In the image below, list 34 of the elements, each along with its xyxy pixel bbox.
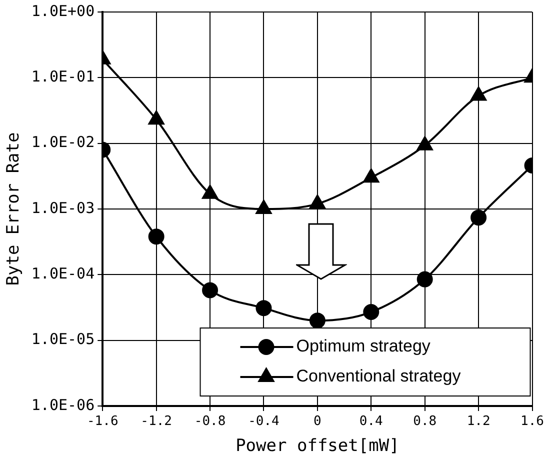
x-axis-title: Power offset[mW] bbox=[236, 436, 400, 456]
point bbox=[310, 194, 326, 209]
x-tick-label: -0.8 bbox=[194, 414, 226, 430]
point bbox=[256, 200, 272, 214]
x-tick-label: -1.6 bbox=[86, 414, 118, 430]
y-tick-label: 1.0E-06 bbox=[31, 396, 95, 414]
x-tick-label: -1.2 bbox=[140, 414, 172, 430]
x-tick-label: 0.8 bbox=[413, 414, 437, 430]
point bbox=[416, 271, 433, 288]
point bbox=[256, 300, 272, 316]
point bbox=[470, 210, 487, 226]
legend-label: Conventional strategy bbox=[296, 366, 462, 386]
point bbox=[202, 282, 218, 298]
y-tick-label: 1.0E-03 bbox=[31, 198, 95, 217]
y-tick-label: 1.0E-05 bbox=[31, 330, 95, 348]
point bbox=[309, 312, 326, 329]
point bbox=[363, 304, 380, 320]
point bbox=[202, 184, 218, 199]
point bbox=[470, 86, 486, 101]
x-tick-label: -0.4 bbox=[248, 414, 280, 430]
legend-label: Optimum strategy bbox=[296, 336, 431, 356]
y-axis-title: Byte Error Rate bbox=[4, 132, 24, 286]
x-tick-label: 0 bbox=[314, 414, 322, 430]
point bbox=[416, 136, 433, 150]
point bbox=[148, 110, 164, 125]
y-tick-label: 1.0E-04 bbox=[31, 264, 95, 283]
point bbox=[148, 228, 164, 245]
point bbox=[363, 168, 380, 183]
x-tick-label: 1.2 bbox=[466, 414, 490, 430]
y-tick-label: 1.0E+00 bbox=[31, 2, 95, 20]
x-tick-label: 0.4 bbox=[359, 414, 384, 430]
y-tick-label: 1.0E-02 bbox=[31, 133, 95, 152]
y-tick-label: 1.0E-01 bbox=[31, 68, 95, 86]
x-tick-label: 1.6 bbox=[520, 414, 544, 430]
